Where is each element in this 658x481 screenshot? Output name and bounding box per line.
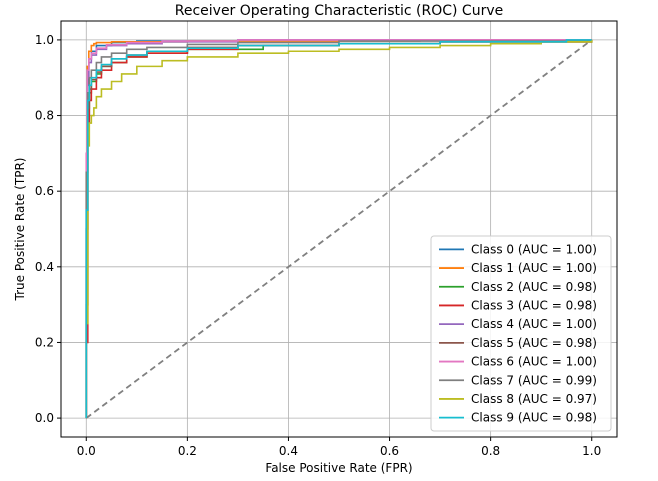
- legend-entry-label: Class 4 (AUC = 1.00): [471, 317, 597, 331]
- legend-box: [430, 235, 612, 432]
- legend-entry-label: Class 9 (AUC = 0.98): [471, 411, 597, 425]
- legend-entry-label: Class 5 (AUC = 0.98): [471, 336, 597, 350]
- diagonal-reference: [85, 39, 593, 419]
- x-tick-label: 0.0: [77, 444, 96, 458]
- diagonal-line: [85, 39, 593, 419]
- series-line-class-8: [85, 39, 593, 419]
- x-tick-label: 0.6: [380, 444, 399, 458]
- x-tick-label: 0.8: [481, 444, 500, 458]
- y-tick-label: 0.0: [35, 411, 54, 425]
- legend-entry-label: Class 3 (AUC = 0.98): [471, 298, 597, 312]
- y-tick-label: 0.4: [35, 260, 54, 274]
- y-tick-label: 0.6: [35, 184, 54, 198]
- legend-entry-label: Class 0 (AUC = 1.00): [471, 242, 597, 256]
- grid: [61, 21, 617, 437]
- y-tick-label: 1.0: [35, 33, 54, 47]
- series-lines: [85, 39, 593, 419]
- legend-entry-label: Class 7 (AUC = 0.99): [471, 373, 597, 387]
- series-line-class-9: [85, 39, 592, 419]
- y-axis-label: True Positive Rate (TPR): [13, 158, 27, 302]
- x-axis-label: False Positive Rate (FPR): [265, 461, 412, 475]
- series-line-class-6: [85, 39, 592, 419]
- legend-entry-label: Class 8 (AUC = 0.97): [471, 392, 597, 406]
- axis-ticks: 0.0 0.2 0.4 0.6 0.8 1.0 0.0 0.2 0.4 0.6 0.8 1.0: [35, 33, 601, 458]
- legend: Class 0 (AUC = 1.00) Class 1 (AUC = 1.00)…: [430, 235, 612, 432]
- plot-area-frame: [60, 20, 618, 438]
- y-tick-label: 0.2: [35, 335, 54, 349]
- x-tick-label: 1.0: [582, 444, 601, 458]
- legend-entry-label: Class 1 (AUC = 1.00): [471, 261, 597, 275]
- legend-entry-label: Class 2 (AUC = 0.98): [471, 280, 597, 294]
- legend-entry-label: Class 6 (AUC = 1.00): [471, 355, 597, 369]
- x-tick-label: 0.4: [279, 444, 298, 458]
- chart-title: Receiver Operating Characteristic (ROC) …: [175, 3, 504, 19]
- y-tick-label: 0.8: [35, 109, 54, 123]
- x-tick-label: 0.2: [178, 444, 197, 458]
